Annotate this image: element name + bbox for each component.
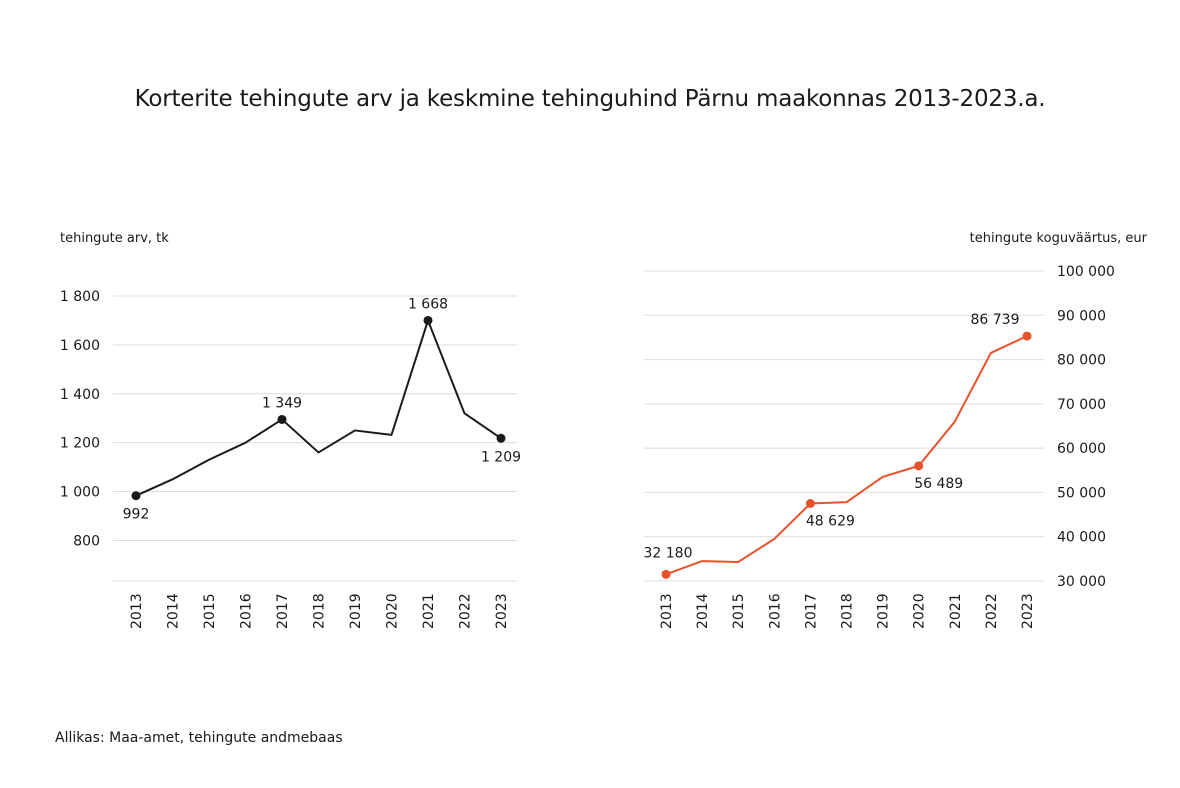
left-y-tick-label: 1 400: [60, 387, 100, 403]
right-y-tick-label: 60 000: [1057, 441, 1106, 457]
right-x-tick-label: 2019: [876, 593, 892, 629]
right-y-axis-label: tehingute koguväärtus, eur: [970, 231, 1148, 246]
right-data-label: 86 739: [971, 312, 1020, 328]
left-data-label: 1 668: [408, 296, 448, 312]
left-x-tick-label: 2015: [202, 593, 218, 629]
chart-title: Korterite tehingute arv ja keskmine tehi…: [134, 86, 1046, 112]
left-x-tick-label: 2014: [166, 593, 182, 629]
left-y-tick-label: 1 600: [60, 338, 100, 354]
left-y-tick-label: 1 000: [60, 485, 100, 501]
right-data-label: 48 629: [806, 514, 855, 530]
right-x-tick-label: 2020: [912, 593, 928, 629]
left-data-point: [496, 433, 506, 443]
right-y-tick-label: 40 000: [1057, 530, 1106, 546]
right-y-tick-label: 30 000: [1057, 574, 1106, 590]
right-data-point: [1022, 331, 1032, 341]
right-y-tick-label: 70 000: [1057, 397, 1106, 413]
right-y-tick-label: 80 000: [1057, 353, 1106, 369]
right-chart: tehingute koguväärtus, eur 30 000 40 000 5…: [644, 231, 1148, 629]
source-note: Allikas: Maa-amet, tehingute andmebaas: [55, 730, 343, 746]
right-x-tick-label: 2023: [1020, 593, 1036, 629]
right-data-point: [661, 569, 671, 579]
left-y-tick-label: 1 800: [60, 289, 100, 305]
left-data-label: 1 349: [262, 395, 302, 411]
left-x-tick-label: 2019: [348, 593, 364, 629]
left-data-point: [131, 491, 141, 501]
left-x-tick-label: 2021: [421, 593, 437, 629]
right-x-tick-label: 2016: [767, 593, 783, 629]
left-data-point: [423, 315, 433, 325]
right-x-tick-label: 2013: [659, 593, 675, 629]
right-x-tick-label: 2022: [984, 593, 1000, 629]
right-y-tick-label: 50 000: [1057, 485, 1106, 501]
right-data-point: [805, 499, 815, 508]
right-data-label: 56 489: [914, 476, 963, 492]
right-data-point: [914, 461, 924, 471]
left-x-tick-label: 2023: [494, 593, 510, 629]
right-x-tick-label: 2014: [695, 593, 711, 629]
right-x-tick-label: 2018: [840, 593, 856, 629]
left-x-tick-label: 2020: [385, 593, 401, 629]
right-y-tick-label: 100 000: [1057, 264, 1115, 280]
right-x-tick-label: 2021: [948, 593, 964, 629]
left-x-tick-label: 2013: [129, 593, 145, 629]
left-x-tick-label: 2022: [458, 593, 474, 629]
right-x-tick-label: 2017: [803, 593, 819, 629]
right-y-tick-label: 90 000: [1057, 308, 1106, 324]
left-y-tick-label: 800: [73, 533, 100, 549]
left-y-tick-label: 1 200: [60, 436, 100, 452]
left-data-label: 992: [123, 507, 150, 523]
right-series-line: [665, 335, 1028, 576]
left-x-tick-label: 2016: [239, 593, 255, 629]
left-chart: tehingute arv, tk 800 1 000 1 200 1 400 1 60…: [60, 231, 521, 629]
left-data-point: [277, 414, 287, 424]
left-y-axis-label: tehingute arv, tk: [60, 231, 169, 246]
left-data-label: 1 209: [481, 449, 521, 465]
left-x-tick-label: 2018: [312, 593, 328, 629]
left-series-line: [135, 319, 502, 497]
right-data-label: 32 180: [644, 545, 693, 561]
right-x-tick-label: 2015: [731, 593, 747, 629]
left-x-tick-label: 2017: [275, 593, 291, 629]
